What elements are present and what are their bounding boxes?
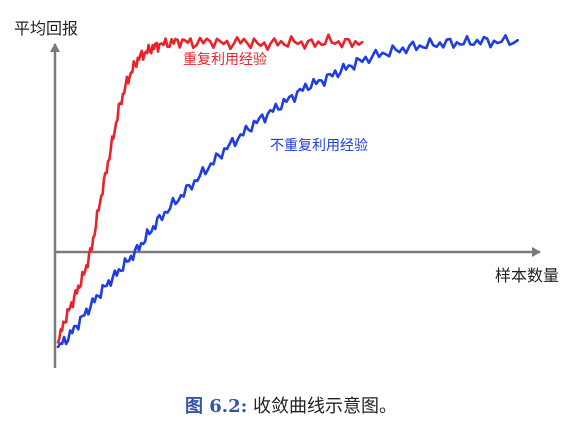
series-label-no-reuse: 不重复利用经验 xyxy=(270,137,368,154)
x-axis-title: 样本数量 xyxy=(495,266,559,285)
series-line-0 xyxy=(56,33,364,344)
figure-caption: 图 6.2: 收敛曲线示意图。 xyxy=(0,392,582,418)
caption-label: 图 6.2: xyxy=(185,396,248,417)
series-label-reuse: 重复利用经验 xyxy=(183,51,267,68)
y-axis-title: 平均回报 xyxy=(14,19,78,38)
caption-text: 收敛曲线示意图。 xyxy=(252,396,397,417)
series-line-1 xyxy=(56,34,519,349)
series-layer xyxy=(56,33,519,349)
